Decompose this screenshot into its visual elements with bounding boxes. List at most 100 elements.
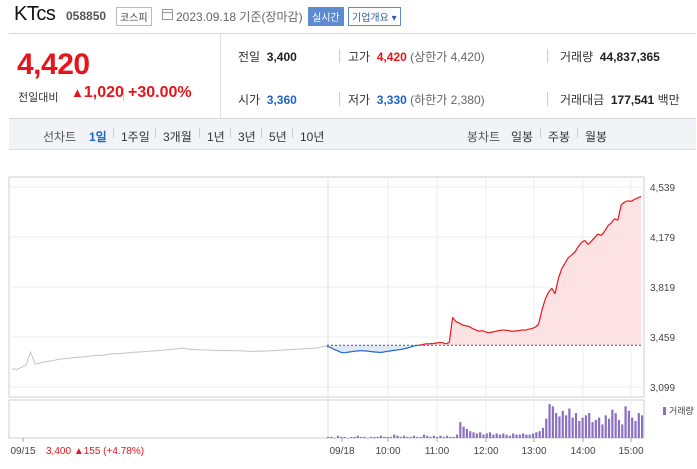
volume-bar	[531, 433, 535, 438]
period-10y[interactable]: 10년	[300, 130, 325, 144]
volume-bar	[393, 434, 396, 438]
volume-bar	[482, 434, 485, 438]
price-line-segment	[594, 233, 599, 238]
header: KTcs 058850 코스피 2023.09.18 기준(장마감) 실시간 기…	[0, 0, 697, 32]
price-line-segment	[462, 324, 466, 327]
volume-bar	[627, 410, 630, 438]
volume-bar	[336, 435, 340, 438]
price-line-segment	[333, 348, 338, 352]
period-1w[interactable]: 1주일	[121, 130, 150, 144]
volume-bar	[512, 433, 515, 438]
price-line-segment	[495, 330, 499, 332]
divider	[577, 128, 578, 138]
price-line-segment	[574, 246, 579, 253]
volume-bar	[508, 435, 511, 438]
volume-bar	[617, 419, 621, 438]
price-line-segment	[584, 239, 589, 245]
divider	[540, 128, 541, 138]
price-line-segment	[587, 240, 592, 245]
volume-bar	[469, 431, 472, 438]
period-1y[interactable]: 1년	[207, 130, 225, 144]
price-line-segment	[329, 346, 334, 350]
period-1d[interactable]: 1일	[89, 130, 107, 144]
volume-bar	[571, 417, 574, 438]
price-line-segment	[620, 201, 625, 206]
volume-bar	[455, 434, 459, 438]
price-line-segment	[630, 198, 635, 202]
candle-daily[interactable]: 일봉	[511, 130, 534, 144]
x-tick-label: 09/15	[10, 446, 35, 457]
candle-monthly[interactable]: 월봉	[585, 130, 608, 144]
price-line-segment	[435, 341, 440, 344]
volume-bar	[429, 436, 432, 438]
prev-close-label: 전일	[238, 50, 261, 64]
price-line-segment	[518, 329, 523, 332]
price-line-segment	[547, 287, 553, 293]
volume-bar	[406, 436, 409, 438]
volume-bar	[564, 415, 568, 438]
volume-bar	[548, 404, 551, 438]
volume-bar	[396, 435, 399, 438]
price-line-segment	[475, 329, 480, 332]
prev-day-summary: 3,400 ▲155 (+4.78%)	[46, 446, 144, 457]
line-chart-label: 선차트	[43, 130, 77, 144]
period-5y[interactable]: 5년	[269, 130, 287, 144]
divider	[547, 92, 548, 106]
price-line-segment	[406, 346, 410, 349]
volume-bar	[412, 435, 416, 438]
volume-bar	[588, 413, 591, 438]
volume-bar	[479, 432, 482, 438]
prev-day-price-line	[11, 345, 328, 371]
price-line-segment	[488, 331, 493, 334]
price-line-segment	[452, 317, 457, 322]
volume-bar	[505, 434, 508, 438]
volume-bar	[330, 436, 333, 438]
divider	[230, 128, 231, 138]
market-badge: 코스피	[116, 7, 152, 26]
volume-bar	[360, 436, 363, 438]
volume-bar	[426, 435, 429, 438]
volume-legend-label: 거래량	[669, 405, 694, 416]
volume-bar	[403, 435, 406, 438]
price-line-segment	[412, 344, 417, 347]
price-line-segment	[445, 341, 450, 345]
price-line-segment	[577, 242, 582, 247]
price-line-segment	[336, 349, 341, 353]
volume-bar	[445, 435, 449, 438]
volume-bar	[525, 434, 528, 438]
volume-plot-frame	[8, 399, 645, 439]
price-line-segment	[326, 345, 331, 348]
volume-bar	[574, 413, 578, 438]
price-line-segment	[627, 200, 632, 203]
price-line-segment	[600, 230, 606, 236]
high-label: 고가	[348, 50, 371, 64]
volume-bar	[350, 436, 353, 438]
volume-bar	[601, 424, 604, 438]
volume-bar	[578, 421, 581, 438]
gain-area	[327, 196, 641, 346]
volume-bar	[383, 436, 386, 438]
price-line-segment	[564, 257, 569, 264]
price-line-segment	[492, 330, 496, 333]
lower-limit: (하한가 2,380)	[410, 93, 485, 107]
candle-weekly[interactable]: 주봉	[548, 130, 571, 144]
change-percent: +30.00%	[128, 84, 192, 101]
x-tick-label: 10:00	[375, 446, 400, 457]
volume-bar	[333, 438, 336, 439]
volume-bar	[389, 436, 392, 438]
period-3m[interactable]: 3개월	[163, 130, 192, 144]
divider	[261, 128, 262, 138]
period-3y[interactable]: 3년	[238, 130, 256, 144]
company-info-dropdown[interactable]: 기업개요 ▾	[348, 7, 401, 26]
volume-bar	[498, 434, 502, 438]
price-line-segment	[557, 268, 563, 279]
price-line-segment	[531, 326, 536, 330]
price-line-segment	[422, 343, 427, 346]
price-line-segment	[478, 330, 483, 332]
realtime-button[interactable]: 실시간	[308, 7, 344, 26]
price-line-segment	[442, 342, 447, 345]
volume-bar	[634, 421, 637, 438]
volume-bar	[449, 436, 452, 438]
open-label: 시가	[238, 93, 261, 107]
volume-bar	[568, 408, 571, 438]
